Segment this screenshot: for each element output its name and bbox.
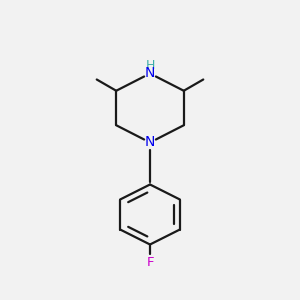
Text: N: N: [145, 66, 155, 80]
Text: F: F: [146, 256, 154, 269]
Text: H: H: [145, 59, 155, 72]
Text: N: N: [145, 135, 155, 148]
